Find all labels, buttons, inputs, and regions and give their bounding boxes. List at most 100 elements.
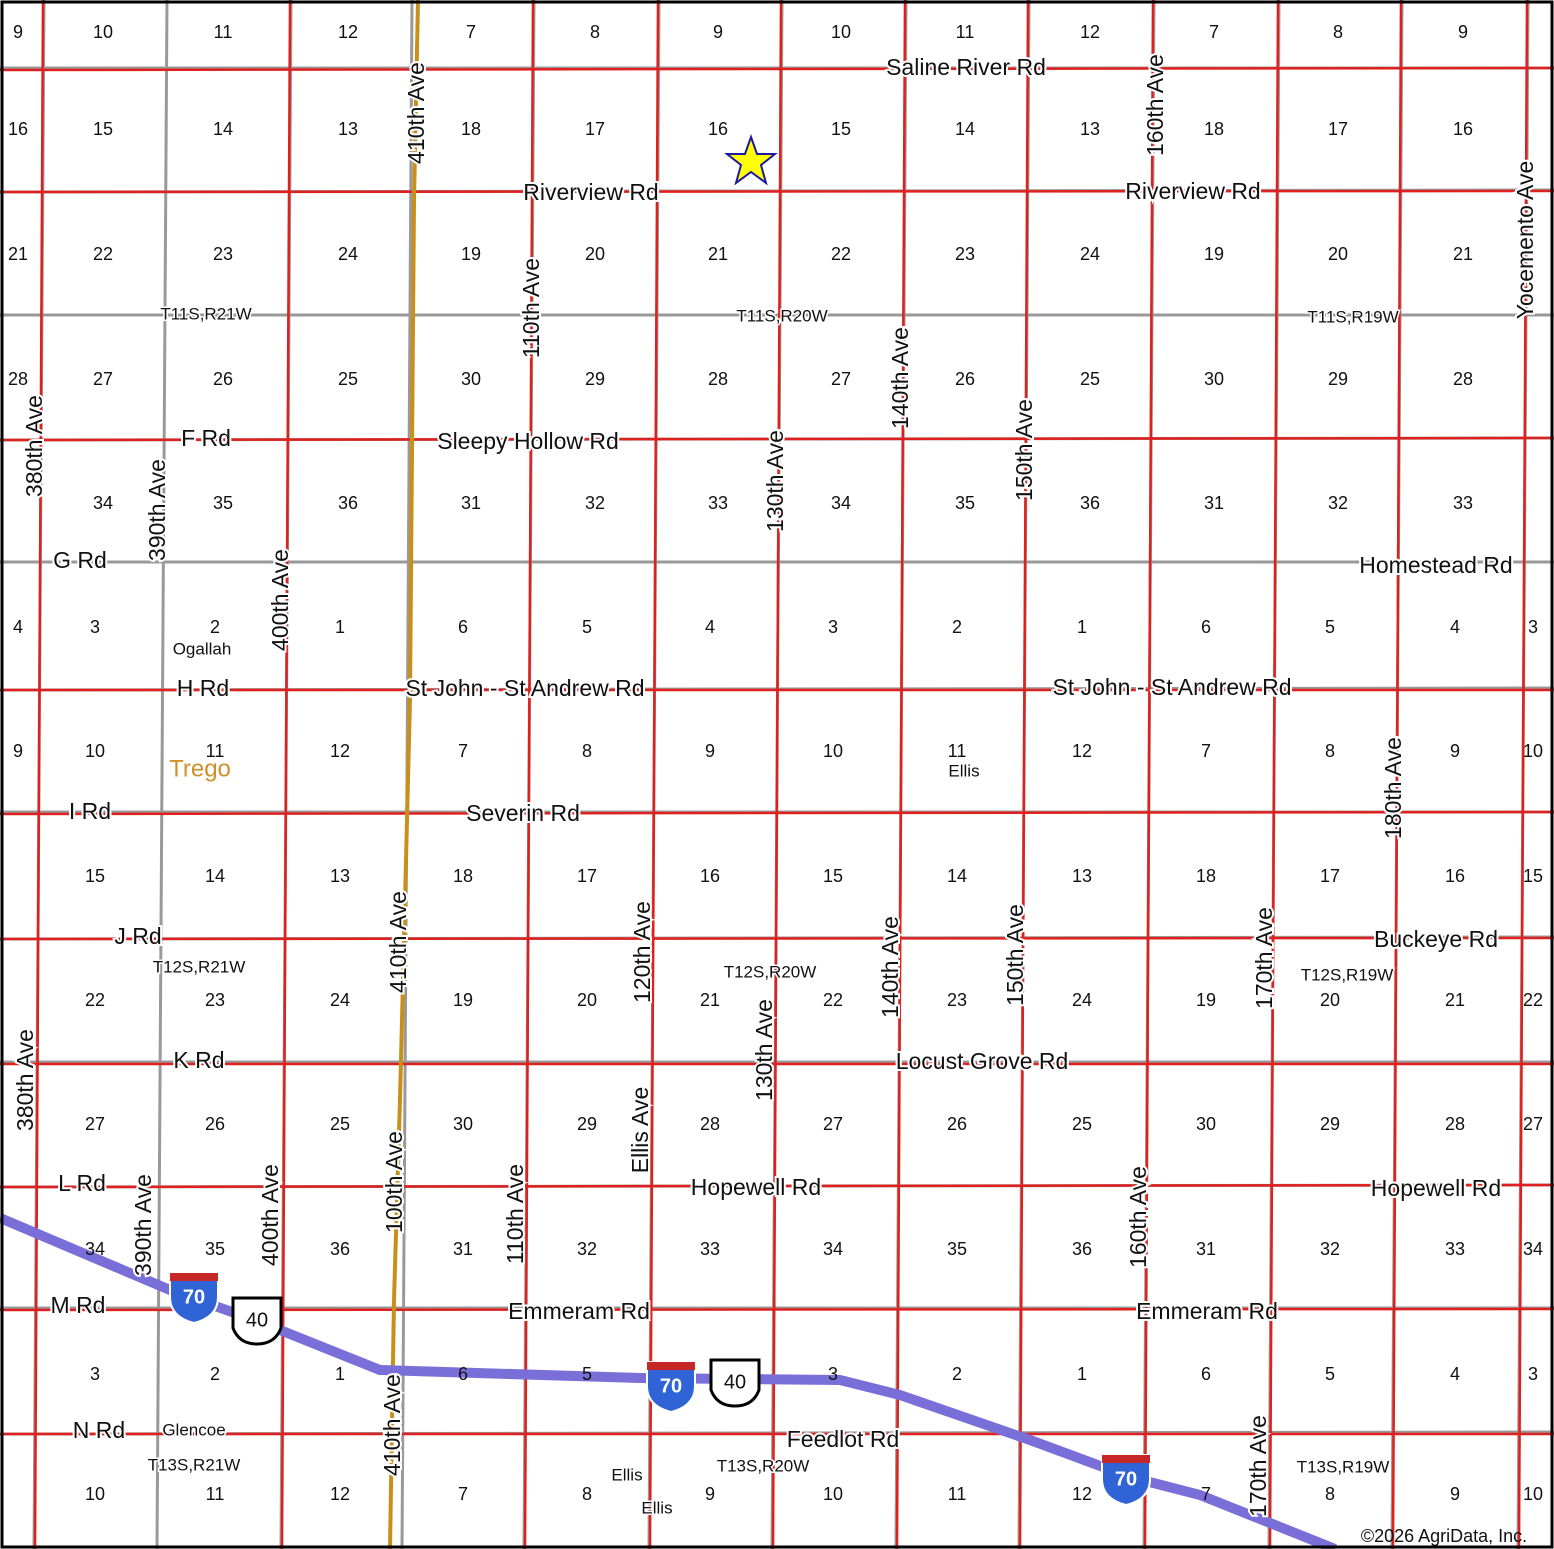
section-number: 8 [582,1484,592,1504]
section-number: 3 [828,617,838,637]
section-number: 18 [1196,866,1216,886]
road-label: Riverview Rd [1125,178,1260,204]
section-number: 29 [1328,369,1348,389]
road-label: Sleepy Hollow Rd [437,428,619,454]
avenue-label: 170th Ave [1245,1415,1271,1517]
avenue-label: Ellis Ave [627,1087,653,1174]
section-number: 27 [85,1114,105,1134]
section-number: 20 [585,244,605,264]
section-number: 17 [1328,119,1348,139]
interstate-shield: 70 [646,1361,696,1414]
section-number: 6 [1201,1364,1211,1384]
section-number: 29 [577,1114,597,1134]
us-shield: 40 [709,1358,761,1408]
section-number: 28 [1445,1114,1465,1134]
interstate-shield: 70 [169,1272,219,1325]
section-number: 10 [93,22,113,42]
avenue-label: 130th Ave [762,430,788,532]
section-number: 23 [955,244,975,264]
section-number: 22 [85,990,105,1010]
shield-shape [169,1272,219,1325]
section-number: 21 [700,990,720,1010]
section-number: 12 [1072,741,1092,761]
section-number: 19 [1196,990,1216,1010]
road [0,1183,1554,1189]
section-number: 4 [1450,617,1460,637]
road-label: N Rd [73,1417,125,1443]
highway [388,0,420,1549]
section-number: 2 [210,617,220,637]
section-number: 3 [1528,617,1538,637]
avenue-label: 390th Ave [144,459,170,561]
section-number: 34 [823,1239,843,1259]
avenue-label: 160th Ave [1142,54,1168,156]
road [895,0,907,1549]
road [0,66,1554,72]
road-label: St John - St Andrew Rd [405,675,644,701]
shield-number: 40 [724,1371,746,1393]
section-number: 19 [453,990,473,1010]
shield-number: 70 [183,1286,205,1308]
section-number: 33 [1445,1239,1465,1259]
avenue-label: 410th Ave [379,1374,405,1476]
section-number: 17 [577,866,597,886]
township-label: T11S,R20W [736,306,827,325]
copyright: ©2026 AgriData, Inc. [1361,1526,1527,1546]
section-number: 16 [1453,119,1473,139]
section-number: 3 [828,1364,838,1384]
section-number: 15 [831,119,851,139]
road-label: Hopewell Rd [1371,1175,1501,1201]
section-number: 18 [453,866,473,886]
township-label: T12S,R20W [724,962,817,981]
section-number: 27 [93,369,113,389]
section-number: 30 [1196,1114,1216,1134]
section-number: 27 [823,1114,843,1134]
section-number: 22 [93,244,113,264]
section-number: 2 [210,1364,220,1384]
section-number: 13 [1072,866,1092,886]
road-label: Locust Grove Rd [896,1048,1069,1074]
section-number: 14 [213,119,233,139]
section-number: 36 [338,493,358,513]
section-number: 27 [1523,1114,1543,1134]
section-number: 28 [1453,369,1473,389]
section-number: 20 [577,990,597,1010]
section-number: 11 [206,1484,225,1504]
section-number: 1 [335,617,345,637]
section-number: 9 [13,741,23,761]
section-number: 32 [1328,493,1348,513]
section-number: 7 [1201,741,1211,761]
avenue-label: 400th Ave [267,549,293,651]
road-label: J Rd [114,923,161,949]
section-number: 11 [956,22,975,42]
labels: 9 10 11 12 7 8 9 10 11 12 7 8 916 15 14 13 18 17 16 15 14 13 1… [8,22,1543,1546]
road-label: Severin Rd [466,800,580,826]
section-number: 1 [1077,617,1087,637]
road [33,0,45,1549]
section-number: 33 [700,1239,720,1259]
section-number: 5 [1325,1364,1335,1384]
section-number: 31 [453,1239,473,1259]
us-shield: 40 [231,1296,283,1346]
section-number: 5 [582,617,592,637]
section-number: 10 [1523,741,1543,761]
shield-top [170,1273,218,1281]
section-number: 2 [952,617,962,637]
section-number: 4 [13,617,23,637]
section-number: 36 [1072,1239,1092,1259]
section-number: 16 [700,866,720,886]
road [1517,0,1529,1549]
section-number: 3 [1528,1364,1538,1384]
section-number: 4 [1450,1364,1460,1384]
road [0,189,1554,194]
road [280,0,292,1549]
section-number: 10 [85,1484,105,1504]
section-number: 7 [1201,1484,1211,1504]
section-number: 23 [947,990,967,1010]
avenue-label: 380th Ave [12,1029,38,1131]
shield-shape [709,1358,761,1408]
shield-number: 70 [660,1375,682,1397]
section-number: 5 [1325,617,1335,637]
shield-number: 70 [1115,1468,1137,1490]
